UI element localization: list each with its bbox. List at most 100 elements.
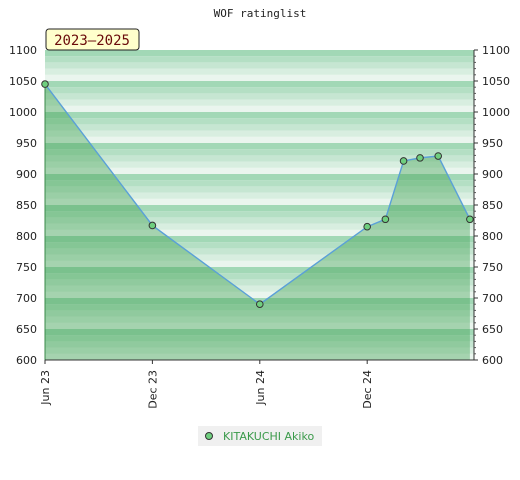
- band: [45, 205, 474, 212]
- legend-marker: [205, 432, 213, 440]
- band: [45, 285, 474, 292]
- band: [45, 211, 474, 218]
- series-markers: [41, 80, 474, 309]
- band: [45, 217, 474, 224]
- legend-box: [198, 426, 322, 446]
- y-tick-label-right: 650: [482, 323, 503, 336]
- band: [45, 50, 474, 57]
- series-area-fill: [45, 84, 470, 360]
- data-point: [41, 80, 49, 88]
- y-tick-label-right: 1100: [482, 44, 510, 57]
- band: [45, 335, 474, 342]
- x-tick-label: Dec 23: [146, 370, 159, 409]
- band: [45, 260, 474, 267]
- band: [45, 347, 474, 354]
- band: [45, 149, 474, 156]
- y-tick-label-left: 650: [16, 323, 37, 336]
- band: [45, 353, 474, 360]
- band: [45, 124, 474, 131]
- y-tick-label-right: 850: [482, 199, 503, 212]
- y-tick-label-left: 1050: [9, 75, 37, 88]
- y-tick-label-right: 800: [482, 230, 503, 243]
- y-tick-label-left: 850: [16, 199, 37, 212]
- band: [45, 180, 474, 187]
- band: [45, 74, 474, 81]
- y-tick-label-left: 1000: [9, 106, 37, 119]
- y-tick-label-right: 750: [482, 261, 503, 274]
- band: [45, 93, 474, 100]
- x-tick-label: Jun 24: [254, 370, 267, 406]
- y-tick-label-right: 1050: [482, 75, 510, 88]
- band: [45, 329, 474, 336]
- background-bands: [45, 50, 474, 360]
- band: [45, 229, 474, 236]
- badge-label: 2023–2025: [54, 33, 130, 49]
- band: [45, 223, 474, 230]
- band: [45, 186, 474, 193]
- band: [45, 143, 474, 150]
- y-tick-label-left: 950: [16, 137, 37, 150]
- legend[interactable]: KITAKUCHI Akiko: [198, 426, 322, 446]
- y-axis-right: 600 650 700 750 800 850 900 950 1000 1050 1100: [473, 44, 510, 367]
- y-tick-label-right: 700: [482, 292, 503, 305]
- y-tick-label-left: 750: [16, 261, 37, 274]
- y-tick-label-right: 900: [482, 168, 503, 181]
- x-tick-label: Dec 24: [361, 370, 374, 409]
- data-point: [466, 215, 474, 224]
- band: [45, 310, 474, 317]
- data-point: [363, 222, 371, 231]
- data-point: [399, 157, 408, 165]
- y-tick-label-left: 1100: [9, 44, 37, 57]
- y-tick-label-right: 950: [482, 137, 503, 150]
- data-point: [255, 300, 264, 309]
- x-axis: Jun 23 Dec 23 Jun 24 Dec 24: [39, 359, 474, 409]
- band: [45, 236, 474, 243]
- series-area: [44, 84, 470, 360]
- y-axis-left: 600 650 700 750 800 850 900 950 1000 1050 1100: [9, 44, 37, 367]
- y-tick-label-left: 600: [16, 354, 37, 367]
- band: [45, 105, 474, 112]
- band: [45, 341, 474, 348]
- band: [45, 155, 474, 162]
- band: [45, 56, 474, 63]
- band: [45, 136, 474, 143]
- band: [45, 68, 474, 75]
- band: [45, 316, 474, 323]
- band: [45, 130, 474, 137]
- band: [45, 254, 474, 261]
- band: [45, 87, 474, 94]
- band: [45, 248, 474, 255]
- y-tick-label-left: 900: [16, 168, 37, 181]
- band: [45, 273, 474, 280]
- band: [45, 192, 474, 199]
- chart-title: WOF ratinglist: [214, 7, 307, 20]
- band: [45, 81, 474, 88]
- band: [45, 322, 474, 329]
- band: [45, 118, 474, 125]
- data-point: [381, 215, 390, 224]
- badge-box: [45, 28, 140, 51]
- y-tick-label-left: 700: [16, 292, 37, 305]
- band: [45, 291, 474, 298]
- data-point: [434, 152, 443, 160]
- band: [45, 198, 474, 205]
- band: [45, 112, 474, 119]
- data-point: [148, 221, 157, 230]
- x-tick-label: Jun 23: [39, 370, 52, 406]
- data-point: [416, 154, 424, 162]
- band: [45, 62, 474, 69]
- band: [45, 161, 474, 168]
- band: [45, 279, 474, 286]
- y-tick-label-right: 600: [482, 354, 503, 367]
- band: [45, 267, 474, 274]
- band: [45, 99, 474, 106]
- band: [45, 167, 474, 174]
- legend-series-name: KITAKUCHI Akiko: [223, 430, 314, 443]
- y-tick-label-left: 800: [16, 230, 37, 243]
- band: [45, 242, 474, 249]
- y-tick-label-right: 1000: [482, 106, 510, 119]
- year-range-badge: 2023–2025: [45, 28, 140, 51]
- band: [45, 174, 474, 181]
